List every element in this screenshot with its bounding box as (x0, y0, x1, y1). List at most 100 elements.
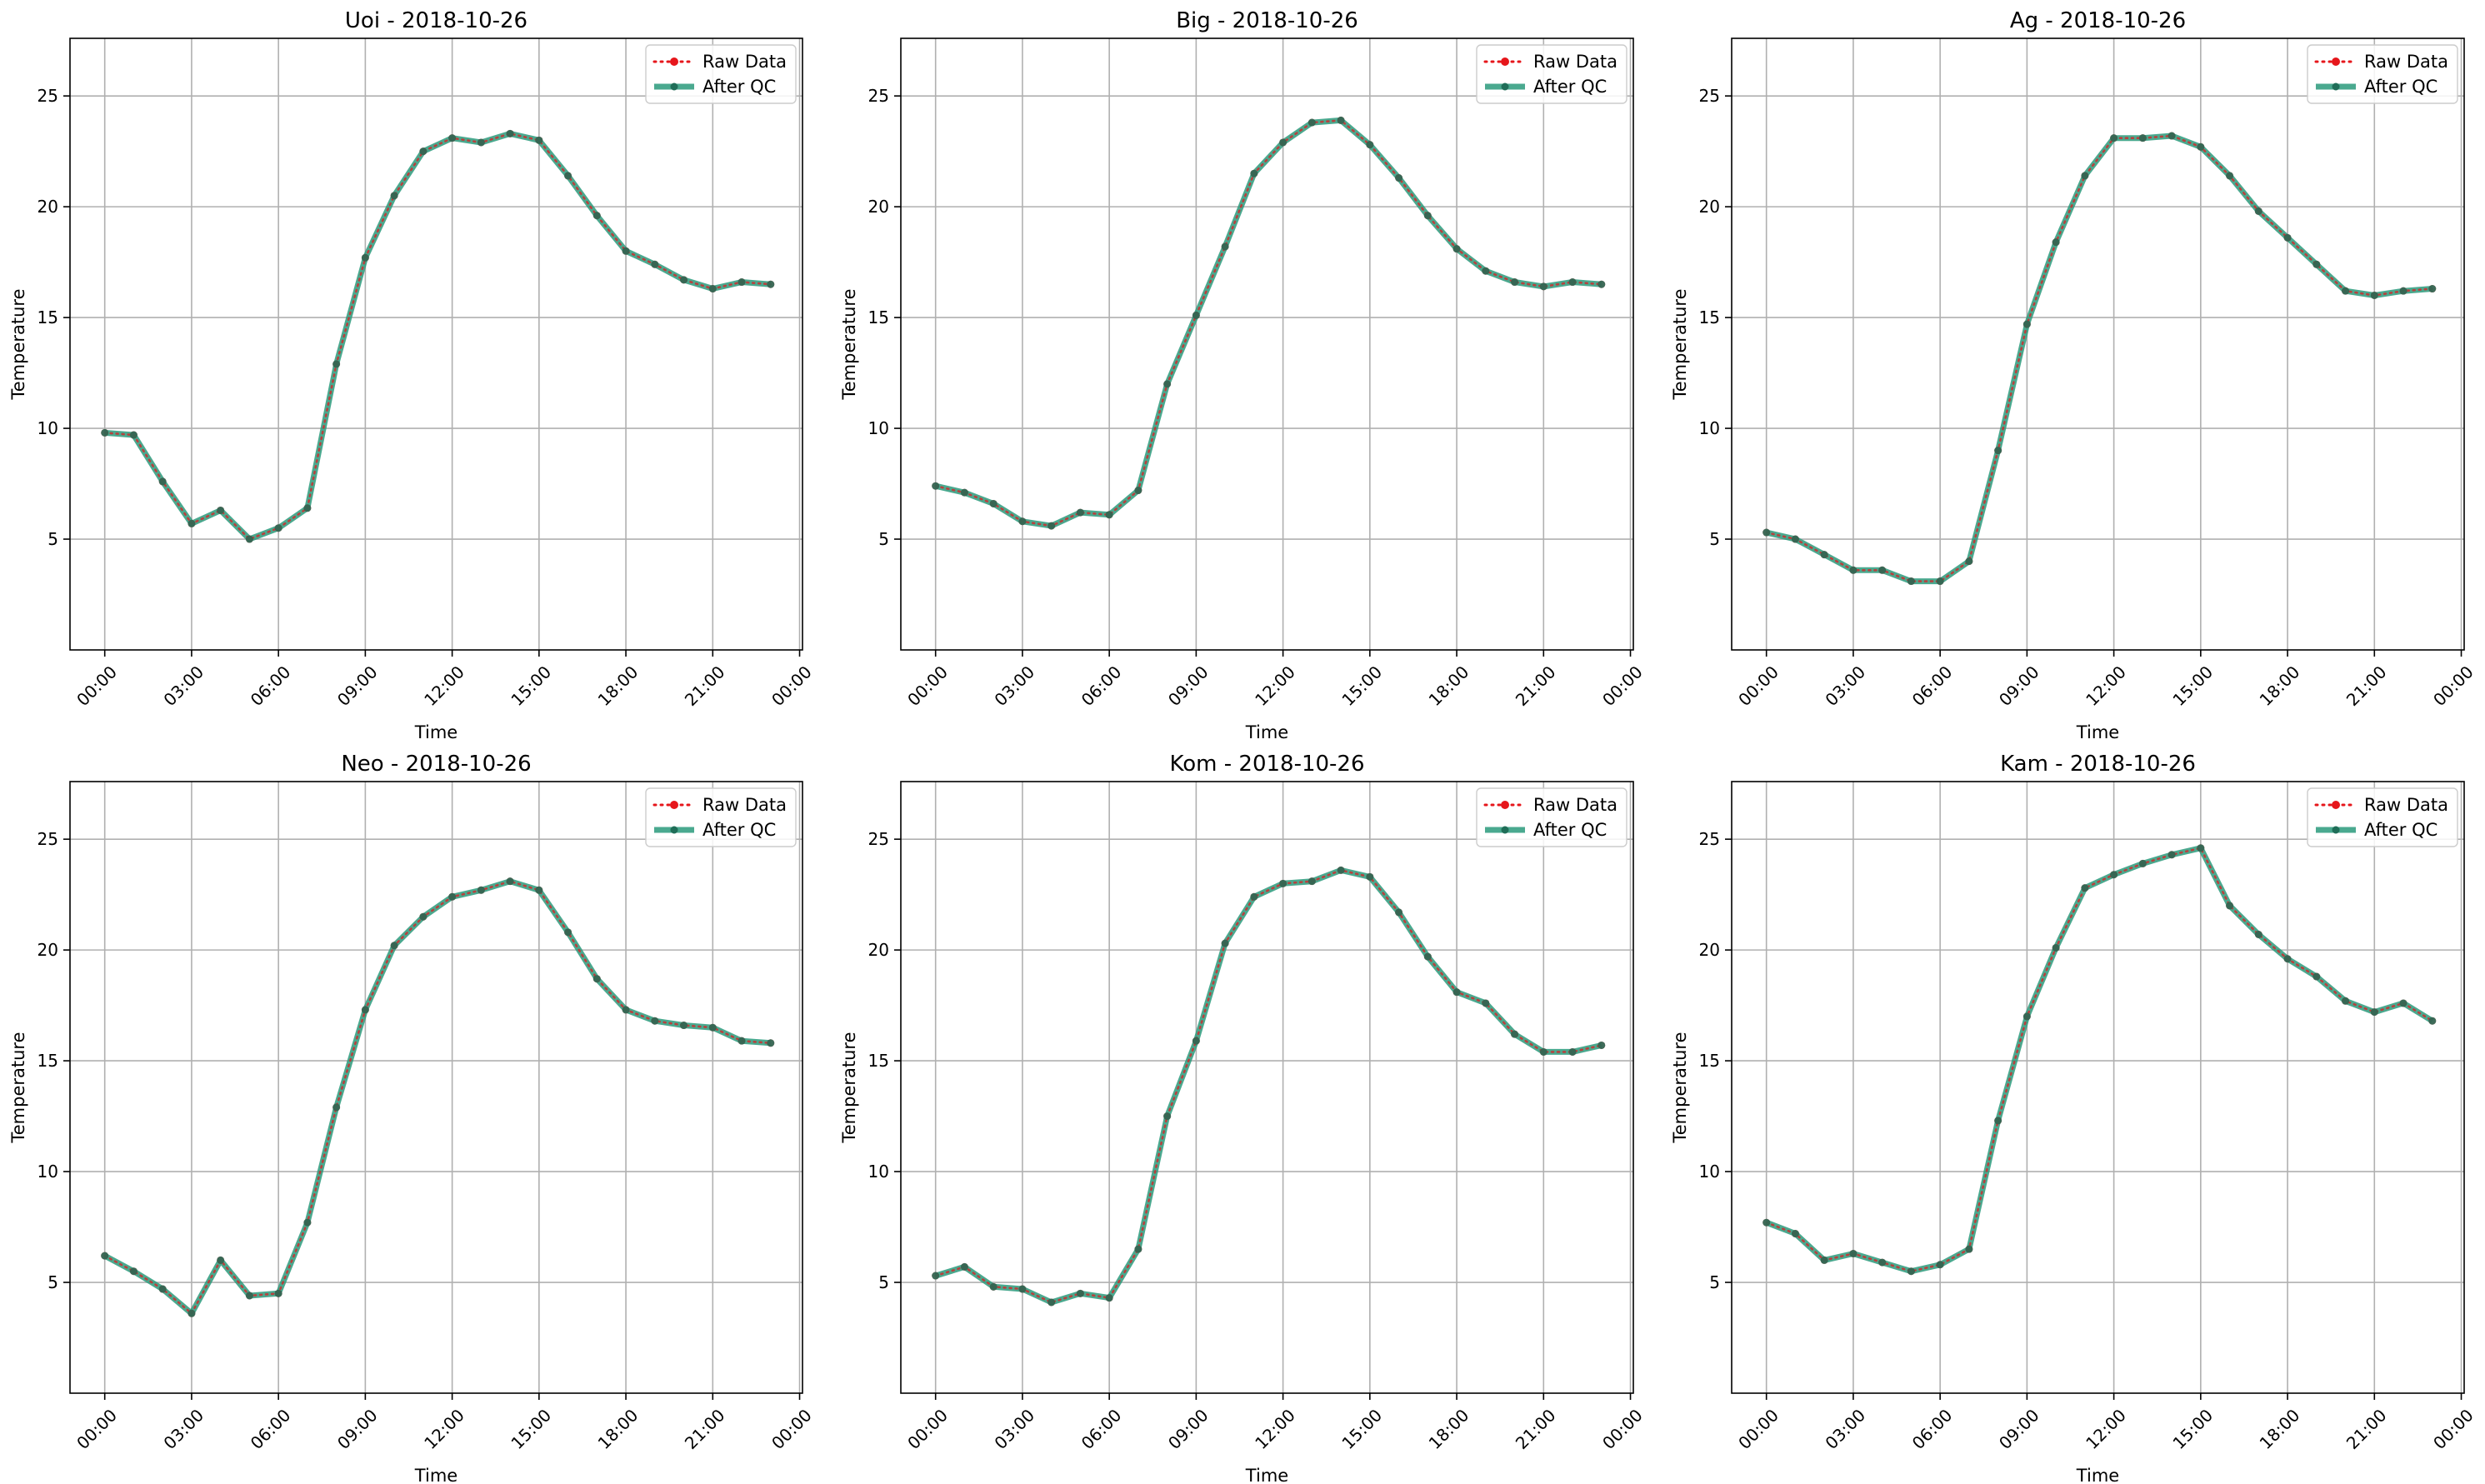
point-after-qc (2370, 1008, 2378, 1017)
legend-marker-raw-data (1501, 57, 1509, 66)
point-after-qc (1134, 1245, 1142, 1253)
legend-marker-raw-data (1501, 801, 1509, 809)
point-after-qc (2052, 238, 2060, 247)
x-tick-label: 06:00 (247, 662, 295, 710)
legend-label-after-qc: After QC (1533, 77, 1607, 97)
x-tick-label: 12:00 (2082, 662, 2130, 710)
point-after-qc (2370, 291, 2378, 299)
chart-title: Neo - 2018-10-26 (341, 752, 531, 777)
point-after-qc (1423, 952, 1432, 961)
y-tick-label: 5 (878, 1272, 889, 1292)
point-after-qc (129, 431, 138, 439)
y-tick-label: 10 (868, 1162, 889, 1182)
legend-label-after-qc: After QC (702, 820, 776, 840)
point-after-qc (2197, 844, 2205, 852)
y-tick-label: 5 (48, 529, 58, 549)
x-axis-label: Time (2076, 1466, 2119, 1484)
y-tick-label: 5 (878, 529, 889, 549)
chart-panel-3: 00:00 03:00 06:00 09:00 12:00 15:00 18:00 21:00… (1670, 8, 2478, 742)
point-after-qc (1820, 551, 1828, 559)
axes-frame (900, 781, 1634, 1394)
point-after-qc (2399, 287, 2408, 295)
point-after-qc (989, 1282, 998, 1291)
point-after-qc (1048, 522, 1056, 530)
point-after-qc (932, 1272, 940, 1280)
point-after-qc (1791, 535, 1799, 543)
x-tick-label: 06:00 (1078, 662, 1126, 710)
point-after-qc (2022, 1012, 2031, 1021)
x-tick-label: 15:00 (507, 1405, 555, 1453)
point-after-qc (274, 524, 282, 532)
x-tick-label: 09:00 (1995, 662, 2043, 710)
point-after-qc (1965, 557, 1973, 566)
axes-frame (69, 37, 803, 651)
x-tick-label: 00:00 (903, 662, 952, 710)
series-line-after-qc (934, 117, 1602, 529)
point-after-qc (188, 1309, 196, 1317)
y-tick-label: 15 (1699, 1051, 1720, 1071)
legend-label-raw-data: Raw Data (702, 795, 787, 815)
point-after-qc (564, 928, 572, 937)
point-after-qc (245, 1292, 253, 1300)
point-after-qc (390, 192, 398, 200)
x-tick-label: 18:00 (1425, 662, 1473, 710)
point-after-qc (245, 535, 253, 543)
point-after-qc (2342, 287, 2350, 295)
series-line-raw-data (103, 132, 772, 541)
y-tick-label: 15 (1699, 307, 1720, 327)
x-tick-label: 00:00 (903, 1405, 952, 1453)
legend-label-raw-data: Raw Data (1533, 52, 1618, 72)
x-tick-label: 03:00 (990, 662, 1038, 710)
point-after-qc (1878, 1258, 1887, 1267)
series-line-after-qc (104, 130, 772, 542)
point-after-qc (2081, 884, 2089, 892)
y-axis-label: Temperature (839, 1032, 859, 1143)
point-after-qc (1337, 866, 1345, 874)
point-after-qc (1134, 487, 1142, 495)
point-after-qc (535, 136, 543, 144)
point-after-qc (2283, 233, 2292, 242)
x-tick-label: 21:00 (2342, 1405, 2391, 1453)
point-after-qc (651, 1017, 659, 1025)
point-after-qc (767, 280, 775, 288)
axes-frame (1731, 37, 2465, 651)
legend: Raw Data After QC (1476, 787, 1628, 847)
point-after-qc (1820, 1256, 1828, 1264)
x-tick-label: 00:00 (1598, 662, 1647, 710)
point-after-qc (1192, 311, 1200, 319)
legend-label-raw-data: Raw Data (702, 52, 787, 72)
point-after-qc (101, 1252, 109, 1260)
point-after-qc (1279, 138, 1288, 147)
x-tick-label: 21:00 (1512, 1405, 1560, 1453)
x-tick-label: 15:00 (2168, 662, 2217, 710)
x-axis-label: Time (414, 722, 458, 742)
point-after-qc (1308, 118, 1316, 127)
point-after-qc (1018, 1285, 1027, 1293)
point-after-qc (1598, 1041, 1606, 1049)
legend: Raw Data After QC (1476, 44, 1628, 104)
legend-marker-raw-data (2332, 801, 2340, 809)
y-tick-label: 5 (1709, 1272, 1720, 1292)
point-after-qc (1105, 511, 1113, 519)
y-tick-label: 25 (38, 829, 58, 849)
y-tick-label: 15 (38, 307, 58, 327)
x-tick-label: 18:00 (2256, 1405, 2304, 1453)
legend-marker-after-qc (1501, 826, 1509, 834)
point-after-qc (1221, 939, 1229, 947)
point-after-qc (708, 1023, 717, 1032)
point-after-qc (2138, 134, 2147, 142)
point-after-qc (1163, 1112, 1172, 1121)
point-after-qc (1366, 872, 1374, 881)
series-line-after-qc (934, 867, 1602, 1306)
y-tick-label: 25 (1699, 829, 1720, 849)
legend-marker-after-qc (2332, 82, 2340, 91)
y-tick-label: 15 (38, 1051, 58, 1071)
point-after-qc (1250, 169, 1258, 177)
point-after-qc (2197, 142, 2205, 151)
x-tick-label: 06:00 (1078, 1405, 1126, 1453)
point-after-qc (217, 1256, 225, 1264)
chart-title: Uoi - 2018-10-26 (345, 8, 528, 33)
x-tick-label: 15:00 (1338, 1405, 1386, 1453)
point-after-qc (2254, 931, 2262, 938)
point-after-qc (1568, 278, 1577, 287)
